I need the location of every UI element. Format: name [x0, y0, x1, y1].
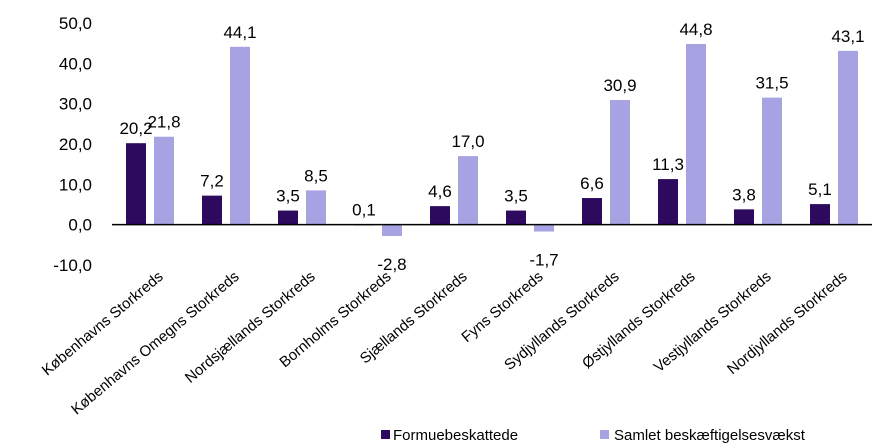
data-label: 5,1 — [808, 180, 832, 199]
x-category-label: Københavns Omegns Storkreds — [68, 268, 242, 418]
data-label: 30,9 — [603, 76, 636, 95]
data-label: 21,8 — [147, 113, 180, 132]
data-label: 20,2 — [119, 119, 152, 138]
bar-beskaeftigelsesvaekst — [306, 190, 326, 225]
data-labels: 20,2 7,2 3,5 0,1 4,6 3,5 6,6 11,3 3,8 5,1 21,8 44,1… — [119, 20, 864, 274]
data-label: 8,5 — [304, 166, 328, 185]
data-label: 0,1 — [352, 200, 376, 219]
data-label: 3,5 — [276, 187, 300, 206]
y-tick-label: 10,0 — [59, 175, 92, 194]
bar-formuebeskattede — [126, 143, 146, 225]
bar-formuebeskattede — [658, 179, 678, 225]
bar-beskaeftigelsesvaekst — [762, 97, 782, 225]
data-label: 44,8 — [679, 20, 712, 39]
data-label: 3,8 — [732, 185, 756, 204]
y-tick-label: 20,0 — [59, 135, 92, 154]
legend-label-samlet-beskaeftigelsesvaekst: Samlet beskæftigelsesvækst — [614, 427, 806, 444]
legend-label-formuebeskattede: Formuebeskattede — [393, 427, 518, 444]
data-label: 17,0 — [451, 132, 484, 151]
bar-beskaeftigelsesvaekst — [534, 224, 554, 232]
bar-beskaeftigelsesvaekst — [610, 100, 630, 225]
data-label: 4,6 — [428, 182, 452, 201]
data-label: 44,1 — [223, 23, 256, 42]
bar-formuebeskattede — [582, 198, 602, 225]
data-label: 3,5 — [504, 187, 528, 206]
data-label: 43,1 — [831, 27, 864, 46]
data-label: 7,2 — [200, 172, 224, 191]
x-category-label: Nordsjællands Storkreds — [182, 268, 319, 387]
legend-swatch-formuebeskattede — [381, 430, 390, 439]
data-label: -2,8 — [377, 255, 406, 274]
data-label: 31,5 — [755, 74, 788, 93]
y-axis: -10,0 0,0 10,0 20,0 30,0 40,0 50,0 — [53, 14, 92, 275]
bar-formuebeskattede — [430, 206, 450, 225]
x-category-label: Københavns Storkreds — [39, 268, 167, 379]
bar-formuebeskattede — [202, 195, 222, 225]
bar-formuebeskattede — [278, 210, 298, 225]
bar-beskaeftigelsesvaekst — [382, 224, 402, 236]
data-label: 6,6 — [580, 174, 604, 193]
bar-beskaeftigelsesvaekst — [458, 156, 478, 225]
bar-formuebeskattede — [810, 204, 830, 225]
bar-beskaeftigelsesvaekst — [154, 136, 174, 225]
legend-swatch-samlet-beskaeftigelsesvaekst — [600, 430, 609, 439]
y-tick-label: 30,0 — [59, 95, 92, 114]
y-tick-label: 50,0 — [59, 14, 92, 33]
legend: Formuebeskattede Samlet beskæftigelsesvæ… — [381, 427, 806, 444]
data-label: -1,7 — [529, 251, 558, 270]
bars — [126, 43, 858, 236]
bar-beskaeftigelsesvaekst — [230, 46, 250, 225]
bar-beskaeftigelsesvaekst — [686, 43, 706, 225]
bar-beskaeftigelsesvaekst — [838, 50, 858, 225]
y-tick-label: -10,0 — [53, 256, 92, 275]
bar-formuebeskattede — [506, 210, 526, 225]
data-label: 11,3 — [652, 155, 684, 174]
y-tick-label: 0,0 — [68, 216, 92, 235]
bar-formuebeskattede — [734, 209, 754, 225]
y-tick-label: 40,0 — [59, 54, 92, 73]
